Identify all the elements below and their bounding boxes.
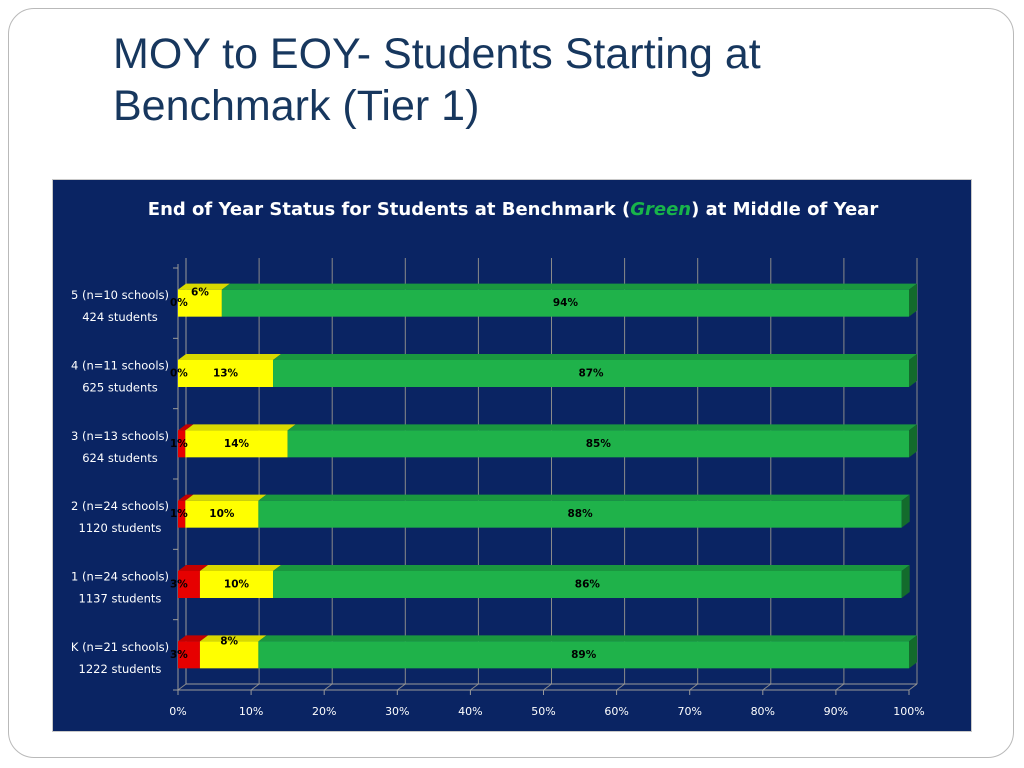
bar-top-face: [178, 424, 194, 431]
bar-segment: [273, 360, 909, 387]
bar-segment: [178, 430, 186, 458]
bar-end-face: [909, 354, 917, 387]
data-label: 10%: [209, 508, 235, 520]
bar-segment: [185, 500, 259, 528]
data-label: 10%: [224, 579, 250, 591]
data-label: 94%: [553, 297, 579, 309]
bar-top-face: [178, 494, 194, 501]
floor-line: [835, 683, 845, 691]
bar-segment: [221, 289, 910, 317]
x-tick-label: 100%: [893, 705, 924, 718]
data-label: 86%: [575, 579, 601, 591]
bar-end-face: [901, 565, 910, 598]
floor-line: [543, 683, 552, 691]
bar-segment: [258, 641, 909, 669]
category-label-line2: 624 students: [82, 451, 158, 465]
bar-top-face: [199, 635, 267, 642]
bar-top-face: [287, 424, 917, 431]
x-tick-label: 50%: [531, 705, 555, 718]
data-label: 85%: [586, 438, 612, 450]
bar-top-face: [178, 354, 282, 360]
bar-segment: [287, 430, 909, 458]
bar-segment: [273, 571, 902, 598]
data-label: 3%: [170, 579, 188, 591]
x-tick-label: 40%: [458, 705, 482, 718]
x-tick-label: 10%: [239, 705, 263, 718]
category-label-line1: 3 (n=13 schools): [71, 429, 169, 443]
category-label-line1: 2 (n=24 schools): [71, 499, 169, 513]
floor-line: [616, 683, 625, 691]
bar-segment: [185, 430, 288, 458]
bar-segment: [178, 360, 274, 387]
bar-end-face: [909, 283, 917, 317]
data-label: 1%: [170, 508, 188, 520]
data-label: 1%: [170, 438, 188, 450]
x-tick-label: 0%: [169, 705, 186, 718]
category-label-line2: 625 students: [82, 381, 158, 395]
bar-top-face: [185, 424, 296, 431]
bar-top-face: [273, 354, 917, 360]
bar-segment: [178, 500, 186, 528]
category-label-line2: 424 students: [82, 310, 158, 324]
stacked-bar-chart: 0% 10% 20% 30% 40% 50% 60% 70% 80% 90% 100% 5 (n=10…: [71, 258, 925, 718]
bar-segment: [258, 500, 902, 528]
data-label: 3%: [170, 649, 188, 661]
bar-segment: [199, 571, 274, 598]
bar-end-face: [901, 494, 910, 528]
category-label-line1: 4 (n=11 schools): [71, 359, 169, 373]
chart-title-before: End of Year Status for Students at Bench…: [147, 199, 631, 220]
data-label: 6%: [191, 287, 209, 299]
bar-top-face: [178, 283, 230, 290]
chart-title-after: ) at Middle of Year: [691, 199, 879, 220]
floor-line: [323, 683, 333, 691]
bar-segment: [199, 641, 259, 669]
category-label-line1: 5 (n=10 schools): [71, 288, 169, 302]
category-label-line2: 1120 students: [79, 521, 162, 535]
x-tick-label: 80%: [751, 705, 775, 718]
slide-title: MOY to EOY- Students Starting at Benchma…: [113, 30, 761, 130]
chart-panel: End of Year Status for Students at Bench…: [52, 179, 972, 732]
chart-title-accent: Green: [630, 199, 692, 220]
bar-top-face: [273, 565, 910, 571]
bar-top-face: [178, 565, 208, 571]
category-label-line1: K (n=21 schools): [71, 640, 169, 654]
bar-top-face: [199, 565, 282, 571]
bar-segment: [178, 641, 200, 669]
data-label: 8%: [220, 635, 238, 647]
data-label: 0%: [170, 368, 188, 380]
data-label: 0%: [170, 297, 188, 309]
bar-top-face: [258, 635, 917, 642]
bar-top-face: [178, 635, 208, 642]
bar-top-face: [258, 494, 910, 501]
bar-end-face: [909, 424, 917, 458]
bar-segment: [178, 289, 222, 317]
chart-title: End of Year Status for Students at Bench…: [53, 194, 973, 225]
category-label-line2: 1222 students: [79, 662, 162, 676]
x-tick-label: 70%: [677, 705, 701, 718]
floor-line: [177, 683, 187, 691]
category-label-line2: 1137 students: [79, 592, 162, 606]
data-label: 13%: [213, 368, 239, 380]
data-label: 89%: [571, 649, 597, 661]
floor-line: [396, 683, 406, 691]
data-label: 88%: [567, 508, 593, 520]
floor-line: [250, 683, 260, 691]
bar-top-face: [221, 283, 918, 290]
floor-line: [470, 683, 479, 691]
data-label: 14%: [224, 438, 250, 450]
category-label-line1: 1 (n=24 schools): [71, 570, 169, 584]
bar-segment: [178, 571, 200, 598]
x-tick-label: 20%: [312, 705, 336, 718]
floor-line: [762, 683, 772, 691]
bar-end-face: [909, 635, 917, 669]
x-tick-label: 60%: [604, 705, 628, 718]
floor-line: [908, 683, 918, 691]
bar-top-face: [185, 494, 267, 501]
floor-line: [689, 683, 699, 691]
x-tick-label: 90%: [824, 705, 848, 718]
x-tick-label: 30%: [385, 705, 409, 718]
data-label: 87%: [578, 368, 604, 380]
